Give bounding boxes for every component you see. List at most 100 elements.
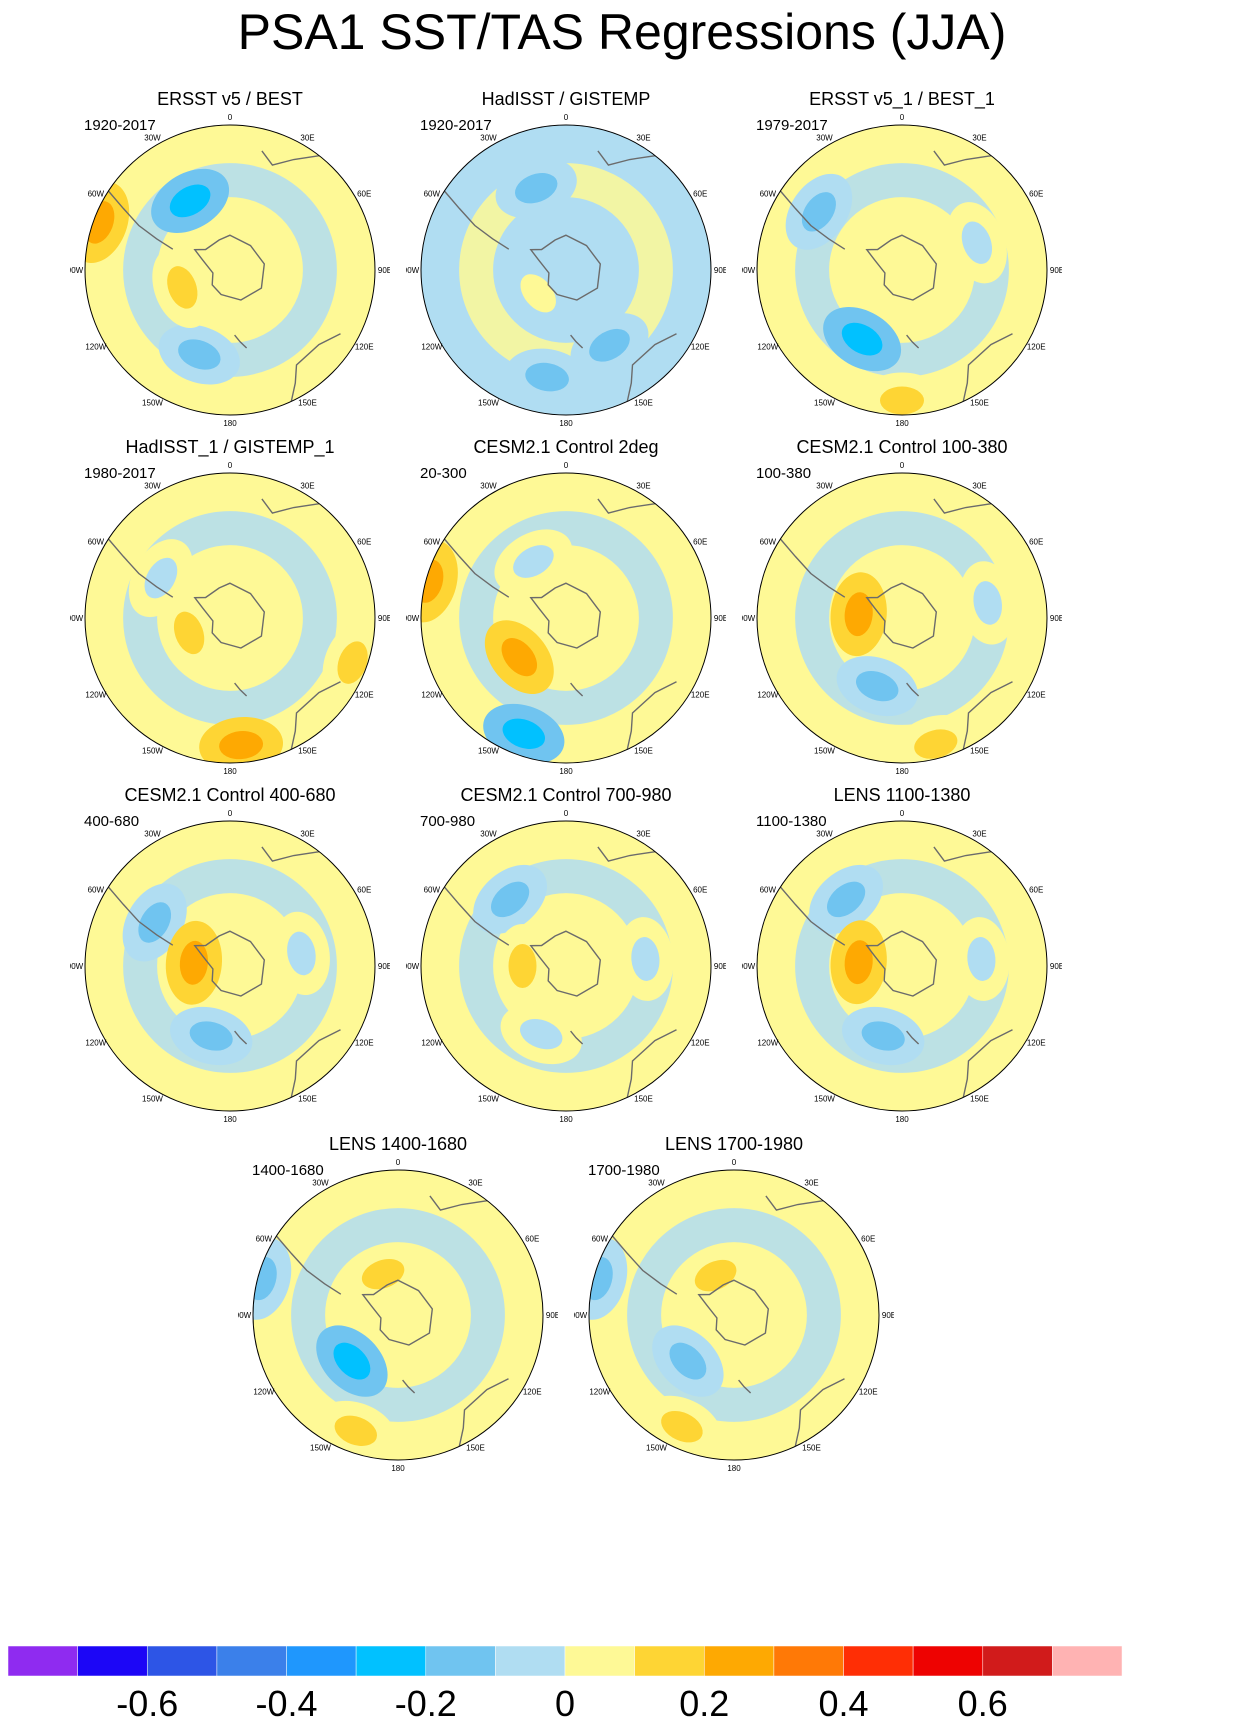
longitude-label: 120E — [691, 1039, 710, 1048]
figure-title: PSA1 SST/TAS Regressions (JJA) — [237, 4, 1007, 60]
anomaly-core — [334, 1415, 378, 1446]
longitude-label: 120W — [757, 343, 778, 352]
panel-year-range: 1400-1680 — [252, 1162, 324, 1179]
longitude-label: 60W — [424, 886, 441, 895]
colorbar-swatch — [704, 1646, 775, 1677]
colorbar-tick-label: -0.4 — [255, 1683, 317, 1722]
longitude-label: 0 — [900, 461, 905, 470]
new-zealand-coast — [570, 334, 584, 349]
longitude-label: 0 — [564, 809, 569, 818]
australia-coast — [626, 681, 677, 750]
panel-title: ERSST v5_1 / BEST_1 — [809, 89, 995, 109]
panel-year-range: 1920-2017 — [420, 117, 492, 134]
colorbar-swatch — [147, 1646, 218, 1677]
anomaly-core — [519, 1018, 563, 1050]
colorbar-swatch — [1052, 1646, 1123, 1677]
map-border — [420, 124, 712, 416]
longitude-label: 120W — [85, 343, 106, 352]
longitude-label: 90W — [406, 266, 420, 275]
longitude-label: 90E — [882, 1311, 894, 1320]
longitude-label: 120W — [421, 343, 442, 352]
new-zealand-coast — [570, 1030, 584, 1045]
longitude-label: 150E — [634, 399, 653, 408]
africa-coast — [765, 1195, 824, 1211]
australia-coast — [962, 681, 1013, 750]
longitude-label: 0 — [228, 809, 233, 818]
longitude-label: 150W — [478, 1095, 499, 1104]
south-america-coast — [275, 1235, 342, 1295]
anomaly-core — [844, 592, 873, 637]
australia-coast — [962, 1029, 1013, 1098]
south-america-coast — [107, 190, 174, 250]
africa-coast — [261, 150, 320, 166]
anomaly-core — [661, 1410, 703, 1443]
map-panel: ERSST v5 / BEST 1920-2017 0 30E 60E 90E 120E 15… — [70, 88, 390, 458]
anomaly-core — [169, 184, 211, 218]
new-zealand-coast — [906, 682, 920, 697]
new-zealand-coast — [906, 334, 920, 349]
anomaly-core — [173, 611, 205, 655]
longitude-label: 90W — [406, 614, 420, 623]
polar-map: 0 30E 60E 90E 120E 150E 180 150W 120W 90W 60W 30W — [742, 113, 1062, 428]
longitude-label: 30E — [972, 134, 986, 143]
africa-coast — [933, 846, 992, 862]
longitude-label: 90W — [574, 1311, 588, 1320]
polar-map: 0 30E 60E 90E 120E 150E 180 150W 120W 90W 60W 30W — [574, 1158, 894, 1473]
australia-coast — [458, 1378, 509, 1447]
longitude-label: 90W — [70, 614, 84, 623]
longitude-label: 90E — [1050, 614, 1062, 623]
anomaly-core — [669, 1342, 707, 1380]
colorbar-tick-label: 0.4 — [818, 1683, 868, 1722]
longitude-label: 150W — [646, 1444, 667, 1453]
anomaly-core — [861, 1021, 905, 1051]
africa-coast — [261, 846, 320, 862]
panel-year-range: 1100-1380 — [756, 813, 827, 830]
panel-title: CESM2.1 Control 100-380 — [796, 437, 1008, 457]
longitude-label: 30W — [144, 830, 161, 839]
south-america-coast — [443, 190, 510, 250]
longitude-label: 60W — [424, 190, 441, 199]
longitude-label: 90W — [238, 1311, 252, 1320]
longitude-label: 150E — [970, 399, 989, 408]
longitude-label: 90E — [714, 266, 726, 275]
africa-coast — [429, 1195, 488, 1211]
anomaly-core — [219, 731, 264, 760]
longitude-label: 60E — [693, 538, 707, 547]
longitude-label: 150E — [298, 399, 317, 408]
longitude-label: 150E — [802, 1444, 821, 1453]
longitude-label: 60W — [88, 886, 105, 895]
longitude-label: 90W — [70, 962, 84, 971]
new-zealand-coast — [234, 334, 248, 349]
map-ring-field — [627, 1208, 841, 1422]
longitude-label: 30W — [480, 482, 497, 491]
south-america-coast — [611, 1235, 678, 1295]
anomaly-core — [508, 944, 537, 988]
longitude-label: 30W — [648, 1179, 665, 1188]
anomaly-core — [631, 937, 660, 981]
colorbar-swatch — [982, 1646, 1053, 1677]
longitude-label: 30W — [312, 1179, 329, 1188]
panel-title: CESM2.1 Control 400-680 — [124, 785, 336, 805]
longitude-label: 120W — [589, 1388, 610, 1397]
colorbar-swatch — [425, 1646, 496, 1677]
antarctica-coast — [865, 582, 938, 649]
coastlines — [107, 846, 341, 1098]
map-border — [588, 1169, 880, 1461]
panel-title: CESM2.1 Control 700-980 — [460, 785, 672, 805]
map-panel: LENS 1700-1980 1700-1980 0 30E 60E 90E 120E 150… — [574, 1133, 894, 1503]
longitude-label: 60E — [1029, 886, 1043, 895]
longitude-label: 0 — [228, 461, 233, 470]
longitude-label: 120W — [757, 691, 778, 700]
australia-coast — [290, 681, 341, 750]
longitude-label: 60W — [88, 538, 105, 547]
antarctica-coast — [529, 930, 602, 997]
anomaly-core — [167, 266, 198, 309]
colorbar-swatch — [355, 1646, 426, 1677]
longitude-label: 180 — [559, 767, 573, 776]
map-border — [756, 820, 1048, 1112]
anomaly-core — [514, 173, 558, 204]
longitude-label: 60E — [693, 886, 707, 895]
longitude-label: 120E — [1027, 691, 1046, 700]
polar-map: 0 30E 60E 90E 120E 150E 180 150W 120W 90W 60W 30W — [70, 113, 390, 428]
longitude-label: 60E — [357, 190, 371, 199]
